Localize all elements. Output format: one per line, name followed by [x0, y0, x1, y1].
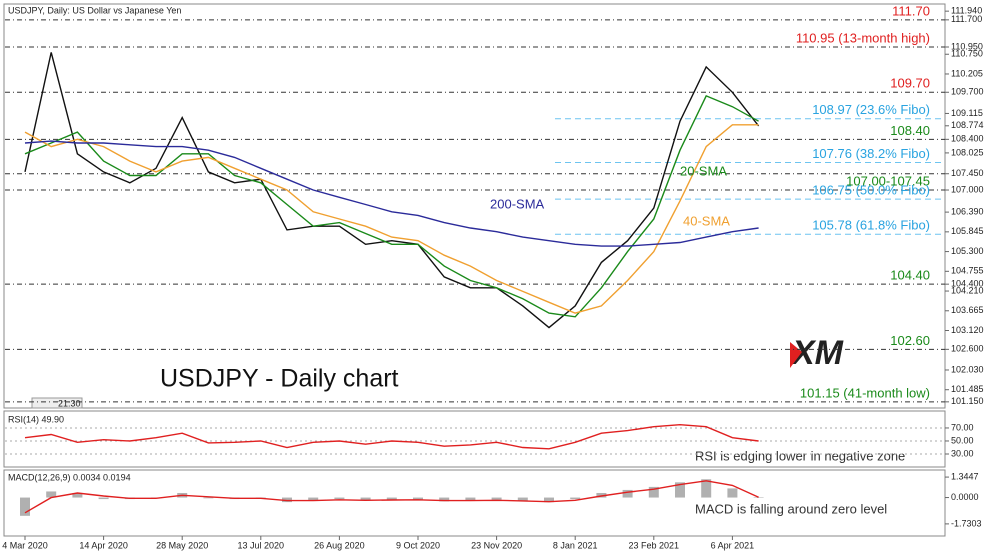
series-name: 200-SMA — [490, 196, 545, 211]
y-tick-label: 30.00 — [951, 448, 974, 458]
x-tick-label: 6 Apr 2021 — [711, 540, 755, 550]
bar — [439, 497, 450, 502]
y-tick-label: 110.950 — [951, 41, 983, 51]
bar — [570, 497, 581, 500]
rsi-title: RSI(14) 49.90 — [8, 414, 64, 424]
x-tick-label: 28 May 2020 — [156, 540, 208, 550]
series-line — [24, 423, 759, 450]
price-panel — [3, 3, 946, 409]
level-label: 109.70 — [890, 76, 930, 91]
bar — [622, 489, 633, 498]
y-tick-label: 110.750 — [951, 49, 983, 59]
bar — [753, 497, 764, 499]
y-tick-label: 110.205 — [951, 68, 983, 78]
series-line — [24, 140, 759, 247]
series-line — [24, 124, 759, 314]
x-tick-label: 23 Nov 2020 — [471, 540, 522, 550]
y-tick-label: -1.7303 — [951, 518, 982, 528]
time-box — [31, 397, 83, 409]
y-tick-label: 111.940 — [951, 6, 982, 16]
y-tick-label: 101.485 — [951, 384, 984, 394]
y-tick-label: 105.300 — [951, 246, 984, 256]
level-label: 102.60 — [890, 333, 930, 348]
bar — [386, 497, 397, 500]
bar — [20, 497, 30, 516]
level-label: 106.75 (50.0% Fibo) — [812, 183, 930, 198]
y-tick-label: 109.700 — [951, 87, 984, 97]
bar — [465, 497, 476, 501]
y-tick-label: 109.115 — [951, 108, 983, 118]
y-tick-label: 70.00 — [951, 422, 974, 432]
y-tick-label: 107.000 — [951, 184, 984, 194]
level-label: 111.70 — [892, 3, 930, 18]
y-tick-label: 102.600 — [951, 344, 984, 354]
level-label: 107.00-107.45 — [846, 173, 930, 188]
series-line — [24, 52, 760, 329]
y-tick-label: 1.3447 — [951, 471, 979, 481]
x-tick-label: 9 Oct 2020 — [396, 540, 440, 550]
bar — [491, 497, 502, 500]
series-line — [24, 95, 759, 318]
rsi-note: RSI is edging lower in negative zone — [695, 448, 905, 463]
bar — [727, 488, 738, 498]
bar — [308, 497, 319, 501]
level-label: 101.15 (41-month low) — [800, 385, 930, 400]
y-tick-label: 103.665 — [951, 305, 984, 315]
bar — [98, 497, 109, 500]
series-name: 20-SMA — [680, 163, 727, 178]
bar — [517, 497, 528, 502]
y-tick-label: 108.774 — [951, 120, 984, 130]
x-tick-label: 26 Aug 2020 — [314, 540, 365, 550]
bar — [282, 497, 292, 503]
bar — [413, 497, 423, 500]
y-tick-label: 104.755 — [951, 266, 984, 276]
x-tick-label: 23 Feb 2021 — [629, 540, 680, 550]
logo-mark — [790, 342, 802, 368]
level-label: 110.95 (13-month high) — [796, 30, 930, 45]
header: USDJPY, Daily: US Dollar vs Japanese Yen — [8, 5, 181, 15]
x-tick-label: 13 Jul 2020 — [238, 540, 285, 550]
y-tick-label: 105.845 — [951, 226, 984, 236]
bar — [72, 492, 83, 498]
rsi-panel — [3, 410, 946, 468]
y-tick-label: 0.0000 — [951, 492, 979, 502]
bar — [46, 491, 57, 498]
level-label: 105.78 (61.8% Fibo) — [812, 218, 930, 233]
y-tick-label: 108.400 — [951, 134, 984, 144]
macd-note: MACD is falling around zero level — [695, 501, 887, 516]
time-label: 21:30 — [58, 398, 81, 408]
y-tick-label: 101.150 — [951, 396, 984, 406]
bar — [675, 482, 685, 498]
level-label: 107.76 (38.2% Fibo) — [812, 146, 930, 161]
level-label: 104.40 — [890, 268, 930, 283]
bar — [648, 486, 659, 498]
y-tick-label: 103.120 — [951, 325, 984, 335]
bar — [596, 492, 607, 498]
series-line — [24, 480, 759, 514]
x-tick-label: 14 Apr 2020 — [79, 540, 128, 550]
bar — [334, 497, 345, 500]
y-tick-label: 108.025 — [951, 147, 984, 157]
y-tick-label: 104.400 — [951, 279, 984, 289]
y-tick-label: 106.390 — [951, 206, 984, 216]
y-tick-label: 111.700 — [951, 14, 982, 24]
y-tick-label: 104.210 — [951, 285, 984, 295]
bar — [203, 497, 214, 499]
bar — [360, 497, 371, 501]
y-tick-label: 102.030 — [951, 364, 984, 374]
y-tick-label: 107.450 — [951, 168, 984, 178]
macd-title: MACD(12,26,9) 0.0034 0.0194 — [8, 472, 131, 482]
bar — [701, 479, 712, 498]
level-label: 108.97 (23.6% Fibo) — [812, 102, 930, 117]
series-name: 40-SMA — [683, 213, 730, 228]
y-tick-label: 50.00 — [951, 435, 974, 445]
chart-title: USDJPY - Daily chart — [160, 365, 399, 393]
macd-panel — [3, 469, 946, 537]
x-tick-label: 4 Mar 2020 — [2, 540, 48, 550]
bar — [544, 497, 554, 503]
x-tick-label: 8 Jan 2021 — [553, 540, 598, 550]
level-label: 108.40 — [890, 123, 930, 138]
